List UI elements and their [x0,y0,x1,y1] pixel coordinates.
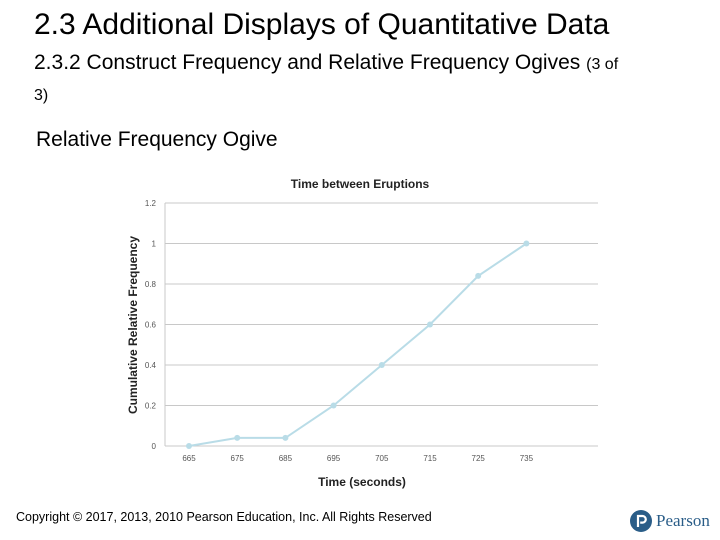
data-point [378,362,385,368]
data-point [427,321,433,328]
x-tick-label: 685 [279,454,293,463]
y-tick-label: 0.4 [145,361,157,370]
slide-subtitle: 2.3.2 Construct Frequency and Relative F… [34,48,634,110]
y-tick-label: 0 [152,442,157,451]
pearson-logo: Pearson [630,510,710,532]
slide-title: 2.3 Additional Displays of Quantitative … [34,8,610,41]
x-tick-label: 725 [472,454,486,463]
pearson-logo-icon [630,510,652,532]
copyright-footer: Copyright © 2017, 2013, 2010 Pearson Edu… [16,510,432,524]
y-tick-label: 0.6 [145,321,157,330]
ogive-line [188,242,527,447]
section-heading: Relative Frequency Ogive [36,128,278,151]
chart-title: Time between Eruptions [291,177,430,191]
x-tick-label: 695 [327,454,341,463]
data-point [282,434,289,441]
x-tick-label: 735 [520,454,534,463]
data-point [330,402,337,409]
data-point [234,434,241,441]
y-tick-label: 1.2 [145,199,157,208]
data-point [186,443,192,449]
x-tick-label: 715 [423,454,437,463]
x-axis-label: Time (seconds) [318,475,406,489]
subtitle-part: (3 of 3) [34,56,619,104]
y-axis-label: Cumulative Relative Frequency [126,236,140,414]
data-point [523,240,530,247]
logo-text: Pearson [656,511,710,530]
x-tick-label: 705 [375,454,389,463]
y-tick-label: 0.8 [145,280,157,289]
data-point [475,272,482,279]
y-tick-label: 0.2 [145,402,157,411]
x-tick-label: 665 [182,454,196,463]
x-tick-label: 675 [231,454,245,463]
y-tick-label: 1 [152,240,157,249]
subtitle-main: 2.3.2 Construct Frequency and Relative F… [34,51,581,74]
